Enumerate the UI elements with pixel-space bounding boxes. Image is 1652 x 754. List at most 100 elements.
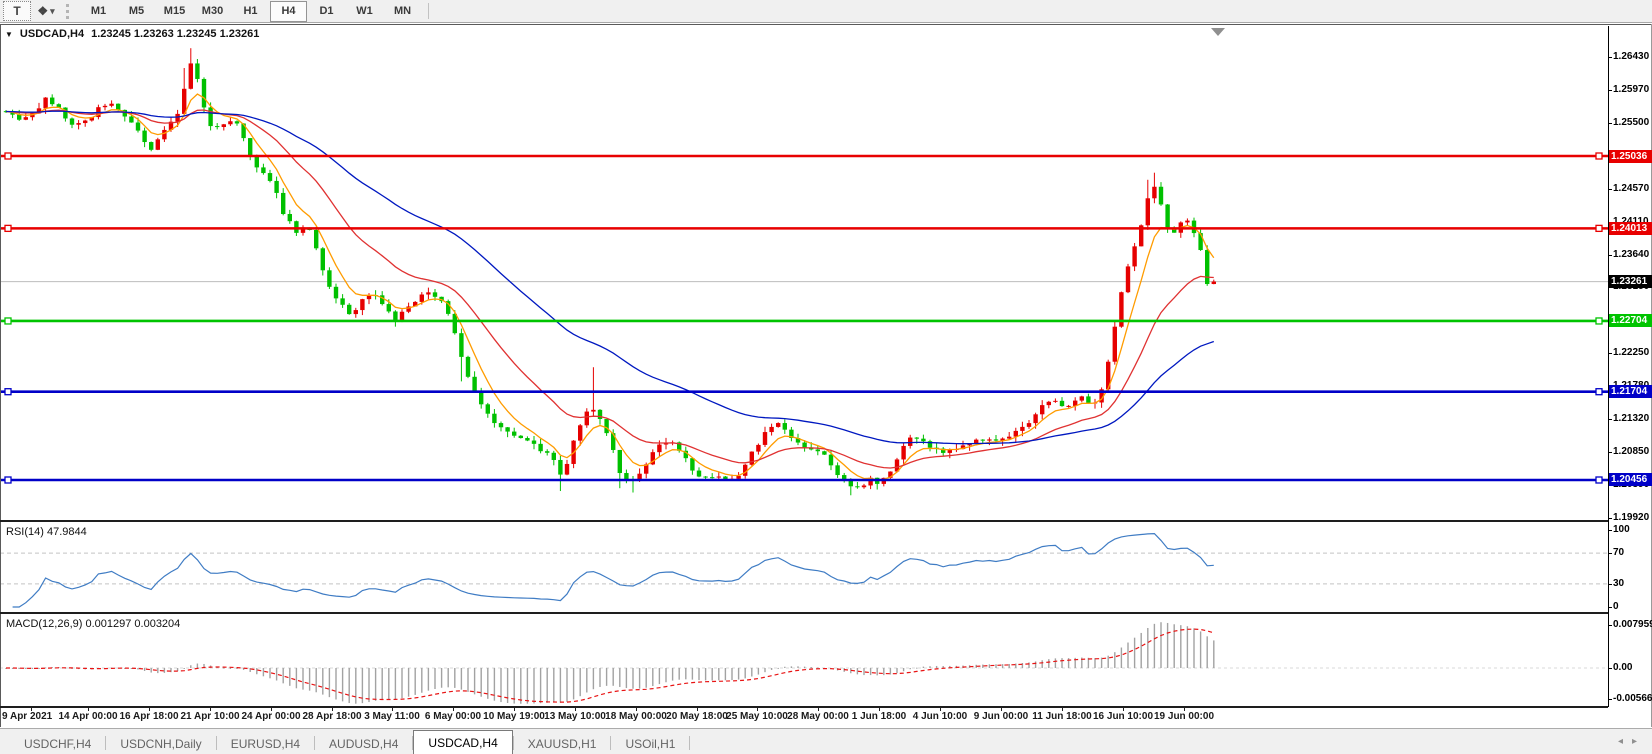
time-tick-mark <box>1184 707 1185 711</box>
time-axis-label: 13 May 10:00 <box>544 711 606 722</box>
time-tick-mark <box>940 707 941 711</box>
collapse-icon[interactable]: ▼ <box>5 29 13 39</box>
price-tick-label: 1.19920 <box>1613 511 1650 523</box>
time-axis-label: 4 Jun 10:00 <box>912 711 968 722</box>
rsi-tick-label: 100 <box>1613 524 1630 535</box>
panel-border <box>0 24 1 727</box>
rsi-tick-mark <box>1608 553 1612 555</box>
time-axis-label: 16 Jun 10:00 <box>1092 711 1154 722</box>
rsi-tick-label: 0 <box>1613 601 1619 612</box>
time-tick-mark <box>636 707 637 711</box>
price-tick-mark <box>1608 123 1612 125</box>
time-axis-label: 24 Apr 00:00 <box>241 711 301 722</box>
macd-tick-label: 0.00 <box>1613 662 1633 673</box>
time-tick-mark <box>757 707 758 711</box>
rsi-tick-label: 30 <box>1613 577 1625 589</box>
tab-xauusd-h1[interactable]: XAUUSD,H1 <box>527 736 597 751</box>
timeframe-button-h4[interactable]: H4 <box>270 0 307 22</box>
time-axis-label: 28 Apr 18:00 <box>302 711 362 722</box>
time-axis-label: 14 Apr 00:00 <box>58 711 118 722</box>
timeframe-button-d1[interactable]: D1 <box>319 5 334 17</box>
time-axis-label: 9 Jun 00:00 <box>973 711 1029 722</box>
level-price-label: 1.22704 <box>1609 314 1652 328</box>
macd-tick-label: 0.007959 <box>1613 618 1652 630</box>
ma-mid-line <box>5 109 1214 469</box>
price-tick-mark <box>1608 517 1612 519</box>
tab-separator <box>105 736 107 750</box>
tab-separator <box>689 736 691 750</box>
chevron-down-icon[interactable]: ▾ <box>50 5 55 16</box>
tab-scroll-arrows: ◂▸ <box>1618 736 1646 747</box>
level-price-label: 1.20456 <box>1609 473 1652 487</box>
price-tick-mark <box>1608 57 1612 59</box>
tab-usdchf-h4[interactable]: USDCHF,H4 <box>24 736 92 751</box>
time-axis-label: 21 Apr 10:00 <box>180 711 240 722</box>
candlestick-chart[interactable] <box>0 26 1608 520</box>
price-tick-mark <box>1608 188 1612 190</box>
time-tick-mark <box>31 707 32 711</box>
macd-tick-mark <box>1608 624 1612 626</box>
level-line[interactable] <box>0 317 1608 325</box>
arrows-tool-button[interactable]: ❖ ▾ <box>33 2 59 20</box>
macd-signal-line <box>6 628 1214 703</box>
time-axis-label: 10 May 19:00 <box>483 711 545 722</box>
price-tick-label: 1.25970 <box>1613 83 1650 95</box>
tab-usdcnh-daily[interactable]: USDCNH,Daily <box>120 736 202 751</box>
price-tick-mark <box>1608 353 1612 355</box>
timeframe-button-m30[interactable]: M30 <box>201 5 224 17</box>
time-axis-label: 19 Jun 00:00 <box>1153 711 1215 722</box>
timeframe-button-mn[interactable]: MN <box>393 5 412 17</box>
tab-separator <box>412 736 414 750</box>
rsi-indicator-chart[interactable] <box>0 523 1608 612</box>
text-tool-button[interactable]: T <box>3 1 31 21</box>
panel-separator <box>0 520 1608 522</box>
tab-usdcad-h4[interactable]: USDCAD,H4 <box>413 730 513 754</box>
time-tick-mark <box>392 707 393 711</box>
time-tick-mark <box>271 707 272 711</box>
tab-audusd-h4[interactable]: AUDUSD,H4 <box>329 736 399 751</box>
tab-separator <box>610 736 612 750</box>
timeframe-button-w1[interactable]: W1 <box>356 5 373 17</box>
level-line[interactable] <box>0 476 1608 484</box>
chart-shift-marker-icon[interactable] <box>1211 28 1225 36</box>
time-tick-mark <box>697 707 698 711</box>
timeframe-button-h1[interactable]: H1 <box>243 5 258 17</box>
time-axis-label: 9 Apr 2021 <box>2 711 53 722</box>
time-axis-label: 3 May 11:00 <box>364 711 420 722</box>
level-price-label: 1.24013 <box>1609 221 1652 235</box>
tab-eurusd-h4[interactable]: EURUSD,H4 <box>230 736 301 751</box>
timeframe-button-m15[interactable]: M15 <box>163 5 186 17</box>
tab-separator <box>215 736 217 750</box>
time-tick-mark <box>332 707 333 711</box>
tab-usoil-h1[interactable]: USOil,H1 <box>625 736 676 751</box>
price-tick-label: 1.26430 <box>1613 51 1650 63</box>
time-tick-mark <box>1001 707 1002 711</box>
tab-scroll-left-icon[interactable]: ◂ <box>1617 736 1632 747</box>
time-axis-label: 18 May 00:00 <box>605 711 667 722</box>
level-line[interactable] <box>0 388 1608 396</box>
timeframe-button-m5[interactable]: M5 <box>128 5 145 17</box>
price-tick-label: 1.23640 <box>1613 248 1650 260</box>
macd-indicator-chart[interactable] <box>0 615 1608 707</box>
rsi-tick-mark <box>1608 583 1612 585</box>
macd-tick-mark <box>1608 668 1612 669</box>
current-price-label: 1.23261 <box>1609 275 1652 289</box>
tab-scroll-right-icon[interactable]: ▸ <box>1631 736 1646 747</box>
toolbar: T ❖ ▾ M1 M5 M15 M30 H1 H4 D1 W1 MN <box>0 0 1652 23</box>
level-line[interactable] <box>0 224 1608 233</box>
candles <box>3 48 1216 496</box>
price-tick-mark <box>1608 452 1612 454</box>
timeframe-button-m1[interactable]: M1 <box>90 5 107 17</box>
time-tick-mark <box>879 707 880 711</box>
time-tick-mark <box>210 707 211 711</box>
macd-label: MACD(12,26,9) 0.001297 0.003204 <box>6 618 181 630</box>
timeframe-button-group: M1 M5 M15 M30 H1 H4 D1 W1 MN <box>80 0 422 22</box>
level-price-label: 1.21704 <box>1609 385 1652 399</box>
bottom-tab-bar: USDCHF,H4 USDCNH,Daily EURUSD,H4 AUDUSD,H4 U… <box>0 728 1652 754</box>
toolbar-grip[interactable] <box>66 3 73 19</box>
price-tick-label: 1.24570 <box>1613 182 1650 194</box>
level-line[interactable] <box>0 152 1608 160</box>
rsi-line <box>12 532 1214 608</box>
ma-fast-line <box>5 93 1215 481</box>
